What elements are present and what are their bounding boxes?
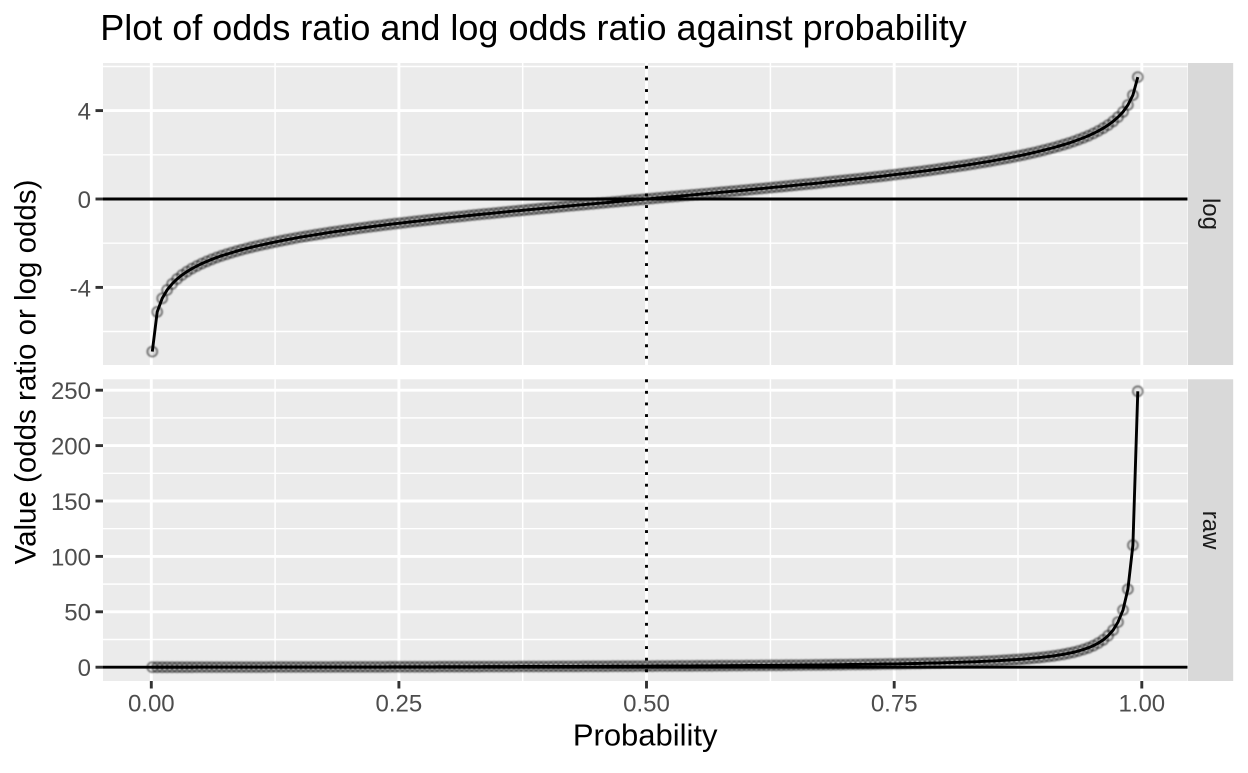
svg-text:0.75: 0.75 bbox=[871, 691, 918, 718]
svg-text:0.00: 0.00 bbox=[128, 691, 175, 718]
svg-text:150: 150 bbox=[51, 489, 91, 516]
svg-text:250: 250 bbox=[51, 378, 91, 405]
svg-text:0.25: 0.25 bbox=[376, 691, 423, 718]
svg-text:4: 4 bbox=[78, 99, 91, 126]
svg-text:50: 50 bbox=[64, 600, 91, 627]
svg-text:-4: -4 bbox=[70, 275, 91, 302]
svg-text:0: 0 bbox=[78, 187, 91, 214]
svg-text:log: log bbox=[1197, 198, 1224, 230]
svg-text:200: 200 bbox=[51, 434, 91, 461]
svg-text:Plot of odds ratio and log odd: Plot of odds ratio and log odds ratio ag… bbox=[100, 7, 967, 48]
svg-text:1.00: 1.00 bbox=[1118, 691, 1165, 718]
svg-text:100: 100 bbox=[51, 544, 91, 571]
svg-text:0.50: 0.50 bbox=[623, 691, 670, 718]
svg-text:0: 0 bbox=[78, 655, 91, 682]
svg-text:Value (odds ratio or log odds): Value (odds ratio or log odds) bbox=[10, 180, 43, 565]
svg-text:raw: raw bbox=[1197, 511, 1224, 550]
svg-text:Probability: Probability bbox=[573, 718, 718, 753]
